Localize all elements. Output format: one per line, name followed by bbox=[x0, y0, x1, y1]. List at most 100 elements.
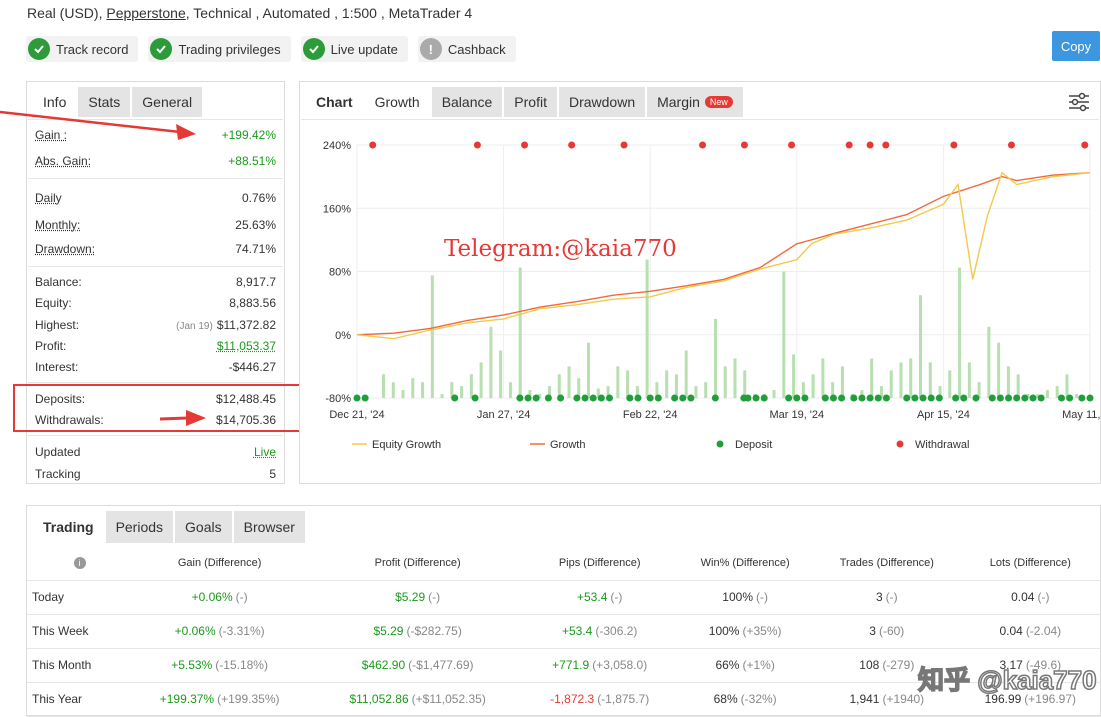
period-cell: 196.99 (+196.97) bbox=[959, 682, 1101, 717]
profit-bar bbox=[967, 362, 971, 398]
deposit-dot bbox=[573, 394, 581, 402]
profit-bar bbox=[489, 326, 493, 398]
badge-trading-privileges[interactable]: Trading privileges bbox=[148, 36, 291, 62]
withdrawal-dot bbox=[788, 141, 796, 149]
table-row: This Month +5.53% (-15.18%) $462.90 (-$1,477… bbox=[27, 648, 1101, 683]
withdrawal-dot bbox=[740, 141, 748, 149]
period-cell: +771.9 (+3,058.0) bbox=[523, 648, 677, 683]
table-row: Today +0.06% (-) $5.29 (-) +53.4 (-) 100% (-) 3 (-… bbox=[27, 580, 1101, 615]
deposit-dot bbox=[744, 394, 752, 402]
info-icon[interactable]: i bbox=[73, 556, 86, 569]
withdrawal-dot bbox=[568, 141, 576, 149]
profit-bar bbox=[909, 358, 913, 398]
period-cell: +199.37% (+199.35%) bbox=[127, 682, 313, 717]
badge-cashback[interactable]: ! Cashback bbox=[417, 36, 516, 62]
profit-bar bbox=[899, 362, 903, 398]
deposit-dot bbox=[919, 394, 927, 402]
deposit-dot bbox=[544, 394, 552, 402]
tab-stats[interactable]: Stats bbox=[78, 87, 131, 117]
profit-bar bbox=[626, 370, 630, 398]
badge-live-update[interactable]: Live update bbox=[300, 36, 408, 62]
profit-bar bbox=[606, 386, 610, 398]
profit-bar bbox=[792, 354, 796, 398]
exclamation-icon: ! bbox=[419, 38, 442, 60]
profit-bar bbox=[479, 362, 483, 398]
deposit-dot bbox=[646, 394, 654, 402]
periods-table: i Gain (Difference) Profit (Difference) Pi… bbox=[27, 546, 1101, 717]
broker-link[interactable]: Pepperstone bbox=[106, 5, 186, 21]
profit-bar bbox=[508, 382, 512, 398]
period-cell: 0.04 (-) bbox=[959, 580, 1101, 615]
deposit-dot bbox=[1086, 394, 1094, 402]
profit-bar bbox=[635, 386, 639, 398]
profit-bar bbox=[870, 358, 874, 398]
tab-general[interactable]: General bbox=[132, 87, 203, 117]
tab-margin[interactable]: Margin New bbox=[647, 87, 743, 117]
deposit-dot bbox=[711, 394, 719, 402]
profit-bar bbox=[840, 366, 844, 398]
deposit-dot bbox=[972, 394, 980, 402]
settings-sliders-icon[interactable] bbox=[1068, 92, 1090, 115]
profit-bar bbox=[460, 386, 464, 398]
deposit-dot bbox=[626, 394, 634, 402]
deposit-dot bbox=[882, 394, 890, 402]
chart-panel: Chart Growth Balance Profit Drawdown Mar… bbox=[299, 81, 1101, 484]
profit-bar bbox=[987, 326, 991, 398]
profit-bar bbox=[655, 382, 659, 398]
interest-row: Interest: -$446.27 bbox=[35, 360, 276, 374]
profit-bar bbox=[997, 342, 1001, 398]
period-cell: +53.4 (-306.2) bbox=[523, 614, 677, 649]
profit-bar bbox=[469, 374, 473, 398]
period-cell: $5.29 (-$282.75) bbox=[312, 614, 524, 649]
profit-bar bbox=[382, 374, 385, 398]
deposit-dot bbox=[1057, 394, 1065, 402]
period-cell: 100% (+35%) bbox=[676, 614, 814, 649]
period-cell: 108 (-279) bbox=[814, 648, 960, 683]
profit-bar bbox=[538, 394, 542, 398]
tab-info[interactable]: Info bbox=[33, 87, 77, 117]
tab-trading[interactable]: Trading bbox=[33, 511, 104, 543]
x-tick-label: Jan 27, '24 bbox=[477, 409, 530, 421]
legend-label: Equity Growth bbox=[372, 439, 441, 451]
deposit-dot bbox=[752, 394, 760, 402]
copy-button[interactable]: Copy bbox=[1052, 31, 1100, 61]
tab-drawdown[interactable]: Drawdown bbox=[558, 87, 646, 117]
tab-browser[interactable]: Browser bbox=[233, 511, 305, 543]
profit-bar bbox=[645, 259, 649, 398]
deposit-dot bbox=[935, 394, 943, 402]
tab-balance[interactable]: Balance bbox=[431, 87, 503, 117]
tab-profit[interactable]: Profit bbox=[504, 87, 557, 117]
deposit-dot bbox=[589, 394, 597, 402]
deposit-dot bbox=[605, 394, 613, 402]
profit-bar bbox=[694, 386, 698, 398]
tab-periods[interactable]: Periods bbox=[105, 511, 174, 543]
withdrawal-dot bbox=[950, 141, 958, 149]
tab-goals[interactable]: Goals bbox=[175, 511, 232, 543]
period-label: This Month bbox=[27, 648, 127, 683]
profit-row: Profit: $11,053.37 bbox=[35, 339, 276, 353]
abs-gain-row: Abs. Gain: +88.51% bbox=[35, 154, 276, 168]
telegram-overlay: Telegram:@kaia770 bbox=[444, 236, 677, 262]
account-type: Real (USD), bbox=[27, 5, 103, 21]
info-panel: Info Stats General Gain : +199.42% Abs. G… bbox=[26, 81, 285, 484]
profit-bar bbox=[1006, 366, 1010, 398]
growth-line bbox=[356, 171, 1091, 336]
profit-bar bbox=[713, 318, 717, 398]
deposit-dot bbox=[1013, 394, 1021, 402]
period-cell: 68% (-32%) bbox=[676, 682, 814, 717]
withdrawal-dot bbox=[882, 141, 890, 149]
deposit-dot bbox=[829, 394, 837, 402]
check-icon bbox=[302, 38, 325, 60]
badge-track-record[interactable]: Track record bbox=[26, 36, 139, 62]
balance-row: Balance: 8,917.7 bbox=[35, 275, 276, 289]
period-cell: $5.29 (-) bbox=[312, 580, 524, 615]
deposit-dot bbox=[361, 394, 369, 402]
withdrawal-dot bbox=[473, 141, 481, 149]
deposit-dot bbox=[1037, 394, 1045, 402]
period-cell: $462.90 (-$1,477.69) bbox=[312, 648, 524, 683]
tab-growth[interactable]: Growth bbox=[364, 87, 430, 117]
deposit-dot bbox=[524, 394, 532, 402]
profit-bar bbox=[1026, 394, 1030, 398]
tab-chart[interactable]: Chart bbox=[306, 87, 363, 117]
profit-bar bbox=[1045, 390, 1049, 398]
